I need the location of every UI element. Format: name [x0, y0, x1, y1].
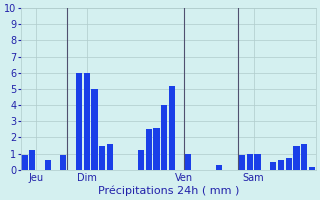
X-axis label: Précipitations 24h ( mm ): Précipitations 24h ( mm ) [98, 185, 239, 196]
Bar [45, 160, 51, 170]
Bar [60, 155, 67, 170]
Bar [138, 150, 144, 170]
Bar [169, 86, 175, 170]
Bar [278, 160, 284, 170]
Bar [146, 129, 152, 170]
Bar [21, 155, 28, 170]
Bar [154, 128, 160, 170]
Bar [247, 154, 253, 170]
Bar [91, 89, 98, 170]
Bar [84, 73, 90, 170]
Bar [29, 150, 35, 170]
Bar [301, 144, 307, 170]
Bar [254, 154, 261, 170]
Bar [270, 162, 276, 170]
Bar [293, 146, 300, 170]
Bar [161, 105, 167, 170]
Bar [216, 165, 222, 170]
Bar [285, 158, 292, 170]
Bar [107, 144, 113, 170]
Bar [99, 146, 105, 170]
Bar [76, 73, 82, 170]
Bar [185, 154, 191, 170]
Bar [239, 155, 245, 170]
Bar [309, 167, 315, 170]
